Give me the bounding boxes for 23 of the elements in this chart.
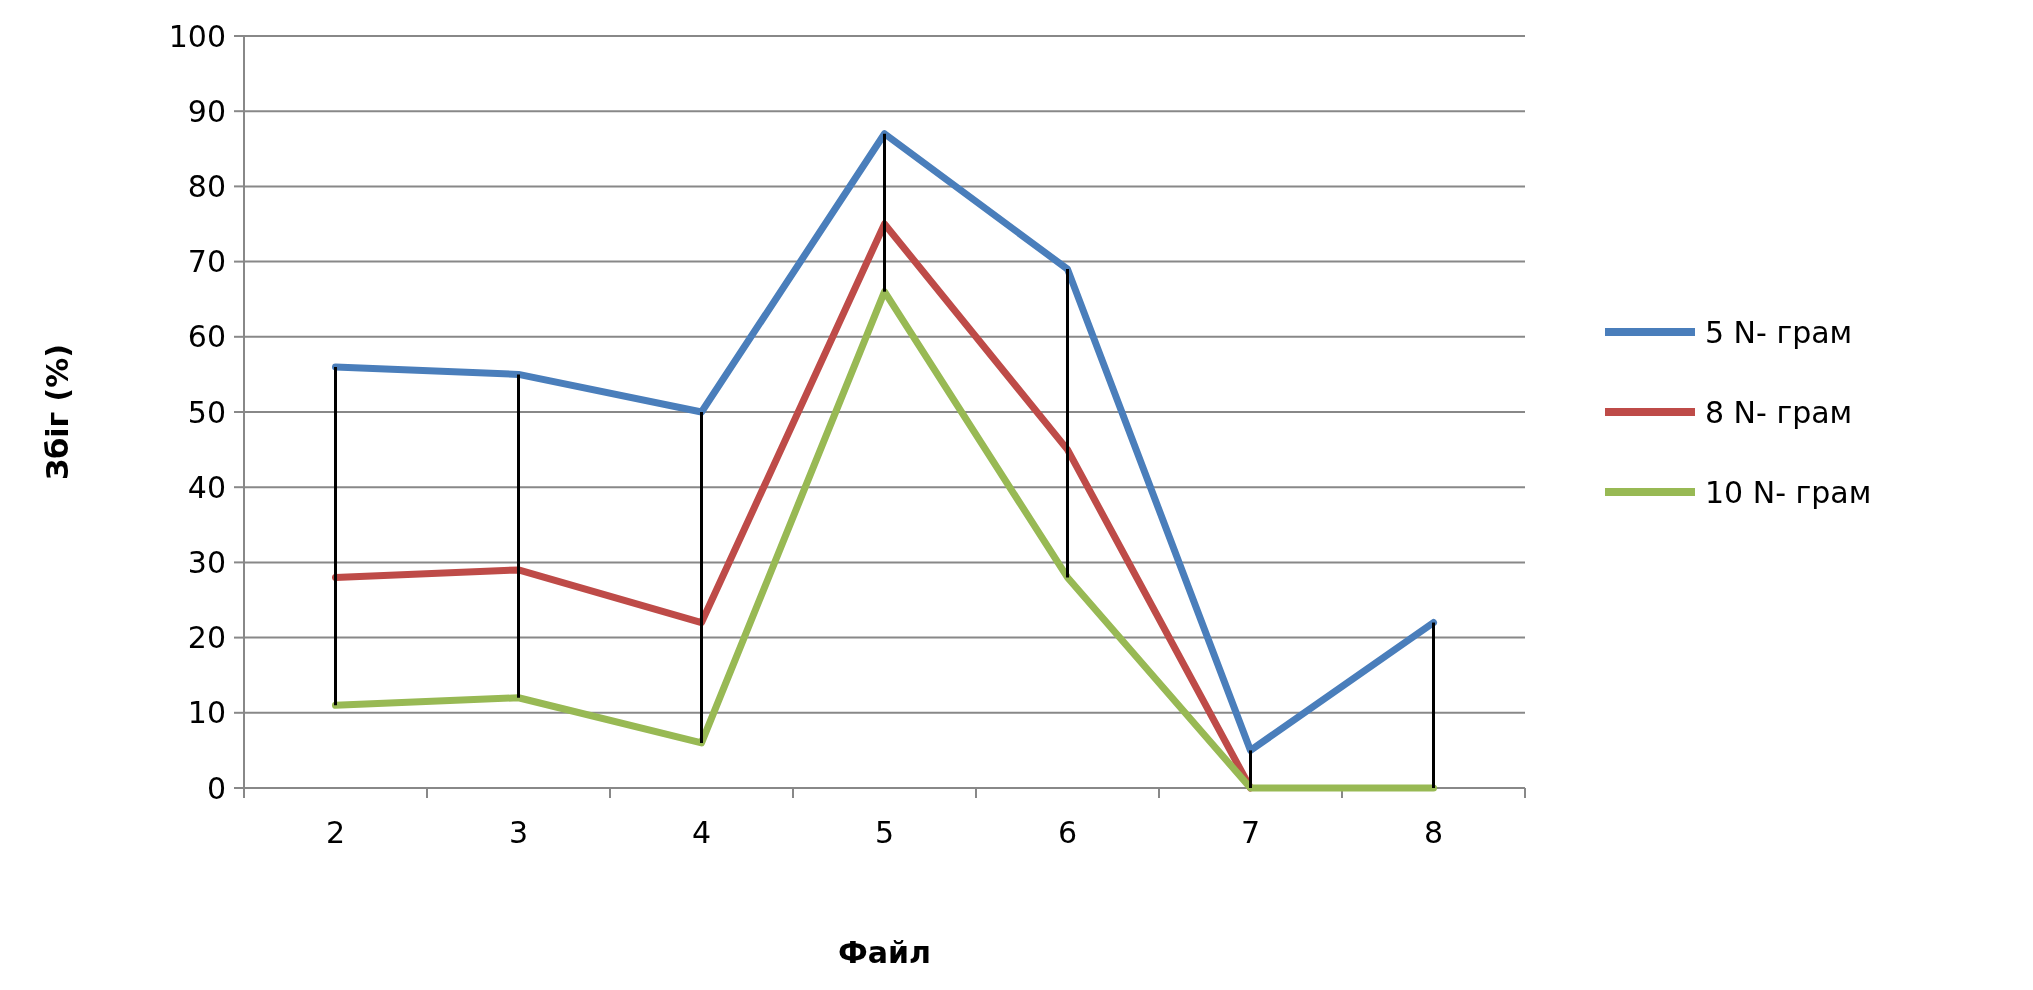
y-tick-label: 60 <box>187 319 226 355</box>
y-tick-label: 10 <box>187 695 226 731</box>
legend-label: 8 N- грам <box>1705 394 1853 430</box>
x-tick-label: 6 <box>1057 815 1078 850</box>
x-tick-label: 2 <box>325 815 346 850</box>
y-tick-label: 50 <box>187 394 226 430</box>
x-tick-label: 7 <box>1240 815 1261 850</box>
y-axis-title: Збіг (%) <box>40 343 75 481</box>
legend-label: 10 N- грам <box>1705 474 1872 510</box>
y-tick-label: 70 <box>187 244 226 280</box>
x-axis-title: Файл <box>838 935 931 970</box>
y-tick-label: 30 <box>187 544 226 580</box>
y-tick-label: 100 <box>168 18 226 54</box>
y-tick-label: 90 <box>187 93 226 129</box>
y-tick-label: 0 <box>206 770 226 806</box>
x-tick-label: 8 <box>1423 815 1444 850</box>
y-tick-label: 80 <box>187 168 226 204</box>
legend-label: 5 N- грам <box>1705 314 1853 350</box>
y-tick-label: 20 <box>187 620 226 656</box>
y-tick-label: 40 <box>187 469 226 505</box>
x-tick-label: 3 <box>508 815 529 850</box>
x-tick-label: 5 <box>874 815 895 850</box>
x-tick-label: 4 <box>691 815 712 850</box>
